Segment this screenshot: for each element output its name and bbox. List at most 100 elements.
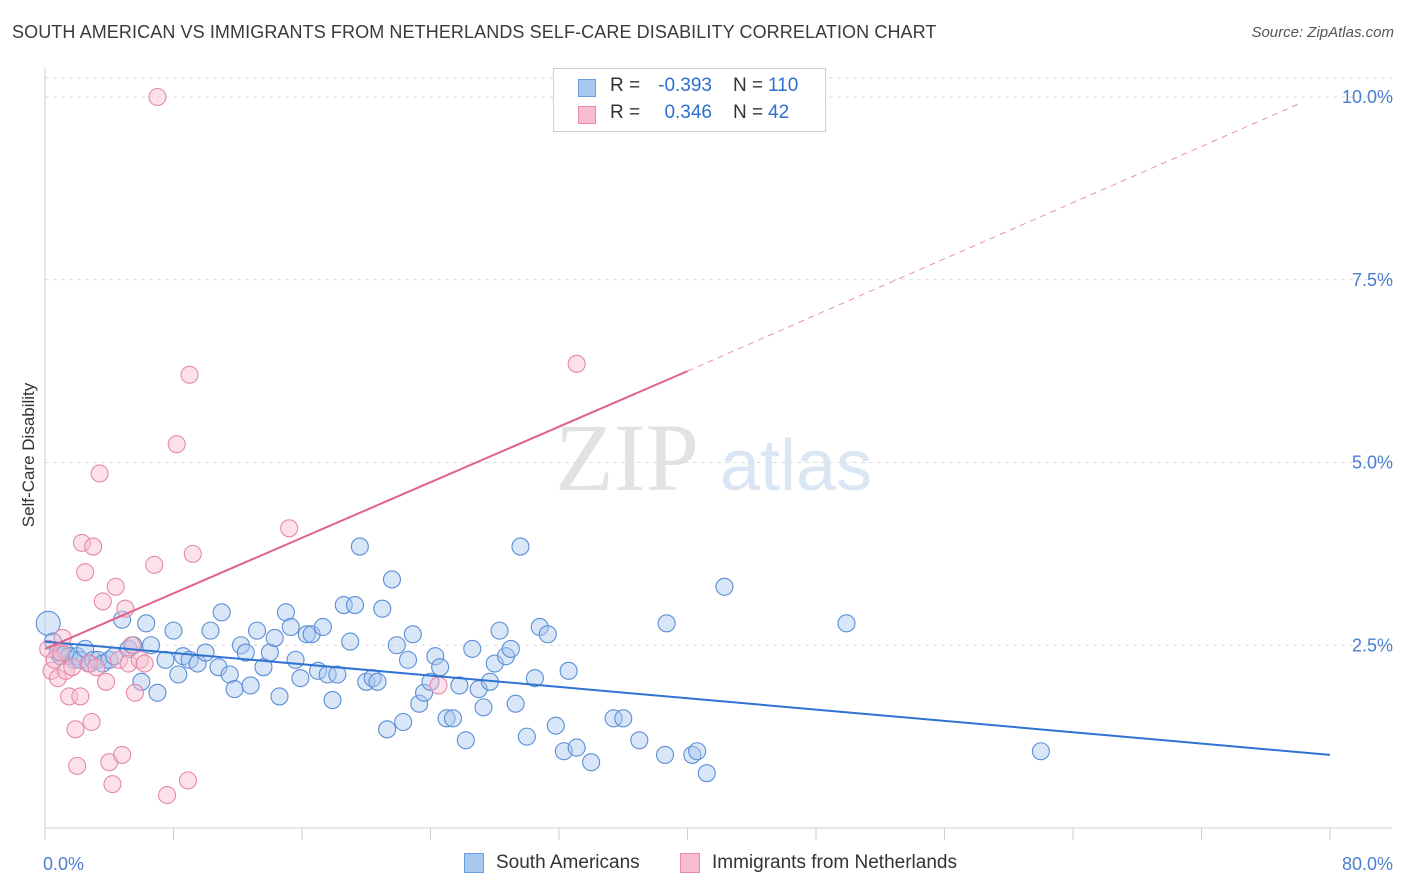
trend-line-netherlands-extension xyxy=(687,103,1299,372)
point-netherlands xyxy=(119,654,138,673)
point-south-american xyxy=(546,716,565,735)
point-south-american xyxy=(201,621,220,640)
point-netherlands xyxy=(93,592,112,611)
point-south-american xyxy=(715,577,734,596)
point-netherlands xyxy=(429,676,448,695)
bottom-legend-label: Immigrants from Netherlands xyxy=(712,852,957,873)
point-netherlands xyxy=(42,661,61,680)
point-netherlands xyxy=(567,354,586,373)
point-south-american xyxy=(415,683,434,702)
point-south-american xyxy=(225,680,244,699)
point-south-american xyxy=(511,537,530,556)
point-south-american xyxy=(443,709,463,728)
point-south-american xyxy=(456,731,475,750)
point-south-american xyxy=(490,621,509,640)
point-south-american xyxy=(431,658,450,677)
point-netherlands xyxy=(183,544,202,563)
x-tick-label: 0.0% xyxy=(43,854,84,874)
point-netherlands xyxy=(106,577,125,596)
point-netherlands xyxy=(96,672,116,691)
y-tick-label: 10.0% xyxy=(1342,87,1393,107)
point-netherlands xyxy=(178,771,198,790)
point-south-american xyxy=(382,570,402,589)
point-south-american xyxy=(169,665,188,684)
point-south-american xyxy=(630,731,649,750)
point-south-american xyxy=(209,658,228,677)
point-netherlands xyxy=(45,650,64,669)
point-south-american xyxy=(368,672,387,691)
legend-r-value: -0.393 xyxy=(658,75,712,96)
series-south-americans xyxy=(35,537,1050,783)
legend-n-value: 42 xyxy=(768,102,790,123)
trend-line-south-americans xyxy=(44,640,1331,756)
legend-r-value: 0.346 xyxy=(664,102,712,123)
point-south-american xyxy=(281,617,300,637)
point-south-american xyxy=(141,636,161,655)
point-south-american xyxy=(212,603,231,622)
point-south-american xyxy=(297,625,316,644)
point-south-american xyxy=(837,614,856,633)
point-south-american xyxy=(485,654,504,673)
point-south-american xyxy=(341,632,360,651)
x-tick-label: 80.0% xyxy=(1342,854,1393,874)
point-south-american xyxy=(387,636,406,655)
point-netherlands xyxy=(72,533,91,552)
point-netherlands xyxy=(90,464,109,483)
point-netherlands xyxy=(109,650,128,669)
legend: R = -0.393 N = 110 R = 0.346 N = 42 xyxy=(553,68,826,132)
watermark-zip: ZIP xyxy=(555,404,699,511)
point-netherlands xyxy=(125,683,144,702)
source-label: Source: ZipAtlas.com xyxy=(1251,24,1394,41)
point-south-american xyxy=(683,745,702,764)
chart-title: SOUTH AMERICAN VS IMMIGRANTS FROM NETHER… xyxy=(12,22,937,42)
watermark-atlas: atlas xyxy=(720,426,872,506)
point-south-american xyxy=(345,595,365,615)
point-south-american xyxy=(437,709,456,728)
legend-r-label: R = xyxy=(610,75,641,96)
point-south-american xyxy=(604,709,623,728)
point-south-american xyxy=(538,625,557,644)
point-south-american xyxy=(220,665,239,684)
point-south-american xyxy=(313,617,332,637)
legend-row-south-americans: R = -0.393 N = 110 xyxy=(578,75,798,101)
y-tick-label: 2.5% xyxy=(1352,635,1393,655)
point-south-american xyxy=(247,621,267,640)
point-netherlands xyxy=(87,658,106,677)
point-south-american xyxy=(241,676,260,695)
trend-line-netherlands xyxy=(44,370,688,650)
axes xyxy=(44,68,1392,840)
point-south-american xyxy=(582,753,601,772)
point-south-american xyxy=(450,676,469,695)
legend-n-value: 110 xyxy=(768,75,799,96)
point-south-american xyxy=(655,745,675,764)
legend-swatch-blue xyxy=(464,853,484,873)
series-netherlands xyxy=(39,87,586,805)
point-south-american xyxy=(137,614,156,633)
point-netherlands xyxy=(52,643,71,662)
point-south-american xyxy=(426,647,445,666)
legend-n-label: N = xyxy=(733,75,764,96)
point-south-american xyxy=(410,694,429,713)
legend-swatch-pink xyxy=(578,106,596,124)
point-south-american xyxy=(350,537,369,556)
point-south-american xyxy=(323,691,342,710)
point-south-american xyxy=(688,742,707,761)
point-south-american xyxy=(403,625,422,644)
bottom-legend-label: South Americans xyxy=(496,852,640,873)
point-south-american xyxy=(517,727,536,746)
y-tick-label: 5.0% xyxy=(1352,453,1393,473)
point-south-american xyxy=(236,643,255,662)
point-netherlands xyxy=(84,537,103,556)
legend-r-label: R = xyxy=(610,102,641,123)
point-south-american xyxy=(697,764,716,783)
point-south-american xyxy=(148,683,167,702)
point-south-american xyxy=(474,698,493,717)
point-netherlands xyxy=(113,745,132,764)
x-tick-labels: 0.0% 80.0% xyxy=(43,854,1393,874)
point-netherlands xyxy=(66,720,85,739)
point-south-american xyxy=(559,661,578,680)
point-south-american xyxy=(378,720,397,739)
point-netherlands xyxy=(145,555,164,574)
y-axis-label: Self-Care Disability xyxy=(19,382,38,527)
